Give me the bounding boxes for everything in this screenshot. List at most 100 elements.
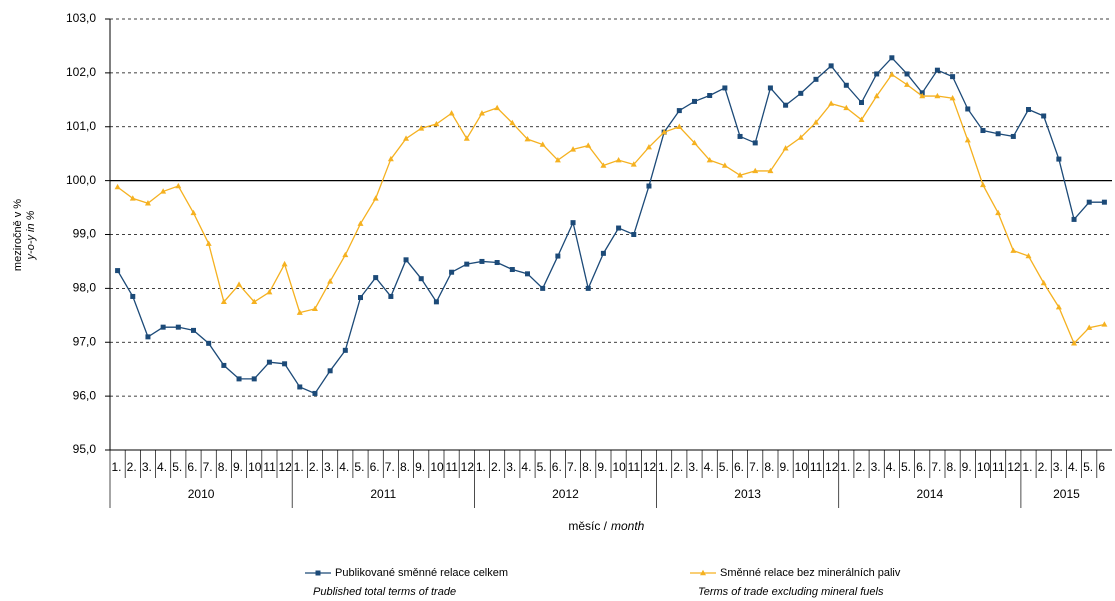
y-tick-label: 96,0 (73, 388, 97, 402)
point (843, 82, 849, 88)
x-tick-label: 5. (354, 460, 364, 474)
point (676, 108, 682, 114)
point (706, 156, 713, 163)
x-tick-label: 1. (840, 460, 850, 474)
point (206, 340, 212, 346)
x-tick-label: 9. (415, 460, 425, 474)
point (919, 90, 925, 96)
point (524, 135, 531, 142)
point (387, 155, 394, 162)
point (114, 183, 121, 190)
y-tick-label: 103,0 (66, 11, 96, 25)
point (540, 285, 546, 291)
point (570, 220, 576, 226)
point (433, 120, 440, 127)
x-tick-label: 10 (248, 460, 262, 474)
point (600, 250, 606, 256)
point (722, 85, 728, 91)
point (767, 167, 774, 174)
x-tick-label: 7. (203, 460, 213, 474)
point (1086, 324, 1093, 330)
point (479, 258, 485, 264)
x-tick-label: 2. (855, 460, 865, 474)
x-tick-label: 5. (1083, 460, 1093, 474)
point (1041, 113, 1047, 119)
point (220, 298, 227, 305)
point (525, 271, 530, 277)
series (114, 71, 1108, 346)
point (539, 141, 546, 147)
point (888, 71, 895, 77)
y-tick-label: 100,0 (66, 173, 96, 187)
x-tick-label: 7. (931, 460, 941, 474)
x-tick-label: 4. (339, 460, 349, 474)
point (236, 281, 243, 287)
x-tick-label: 7. (749, 460, 759, 474)
point (342, 347, 348, 353)
point (874, 71, 880, 77)
x-tick-label: 5. (901, 460, 911, 474)
point (342, 251, 349, 258)
year-label: 2015 (1053, 487, 1080, 501)
point (1071, 216, 1077, 222)
point (190, 209, 197, 216)
point (630, 161, 637, 167)
point (949, 94, 956, 101)
legend-subtitle: Published total terms of trade (313, 586, 456, 598)
point (372, 195, 379, 201)
x-tick-label: 4. (886, 460, 896, 474)
x-axis-title-cz: měsíc / (568, 519, 607, 533)
point (661, 128, 668, 135)
point (554, 156, 561, 163)
x-tick-label: 7. (567, 460, 577, 474)
point (175, 324, 181, 330)
x-tick-label: 2. (127, 460, 137, 474)
x-tick-label: 4. (1068, 460, 1078, 474)
point (995, 209, 1002, 216)
x-tick-label: 9. (962, 460, 972, 474)
point (889, 55, 895, 61)
point (1026, 107, 1031, 113)
point (1025, 252, 1032, 259)
x-tick-label: 3. (871, 460, 881, 474)
point (904, 71, 910, 77)
legend-marker (315, 570, 321, 576)
point (312, 390, 318, 396)
point (615, 156, 622, 163)
y-tick-label: 95,0 (73, 442, 97, 456)
point (737, 172, 744, 178)
point (1055, 304, 1062, 310)
point (828, 100, 835, 106)
legend-label: Publikované směnné relace celkem (335, 567, 508, 579)
point (403, 135, 410, 141)
point (403, 257, 409, 263)
y-tick-label: 101,0 (66, 119, 96, 133)
point (859, 100, 864, 106)
point (737, 133, 743, 139)
x-tick-label: 1. (1022, 460, 1032, 474)
x-tick-label: 8. (400, 460, 410, 474)
point (191, 327, 196, 333)
x-tick-label: 6 (1098, 460, 1105, 474)
x-tick-label: 1. (294, 460, 304, 474)
point (585, 142, 592, 148)
point (600, 162, 607, 168)
point (448, 110, 455, 116)
point (813, 76, 819, 82)
point (266, 359, 272, 365)
x-tick-label: 9. (780, 460, 790, 474)
point (676, 123, 683, 129)
point (327, 278, 334, 284)
point (1040, 279, 1047, 286)
point (327, 368, 333, 374)
point (221, 362, 227, 368)
point (691, 139, 698, 146)
point (282, 361, 288, 367)
x-tick-label: 4. (521, 460, 531, 474)
point (418, 125, 425, 131)
point (828, 63, 834, 69)
x-tick-label: 9. (597, 460, 607, 474)
x-axis-title-en: month (611, 519, 645, 533)
x-tick-label: 4. (704, 460, 714, 474)
x-tick-label: 1. (658, 460, 668, 474)
